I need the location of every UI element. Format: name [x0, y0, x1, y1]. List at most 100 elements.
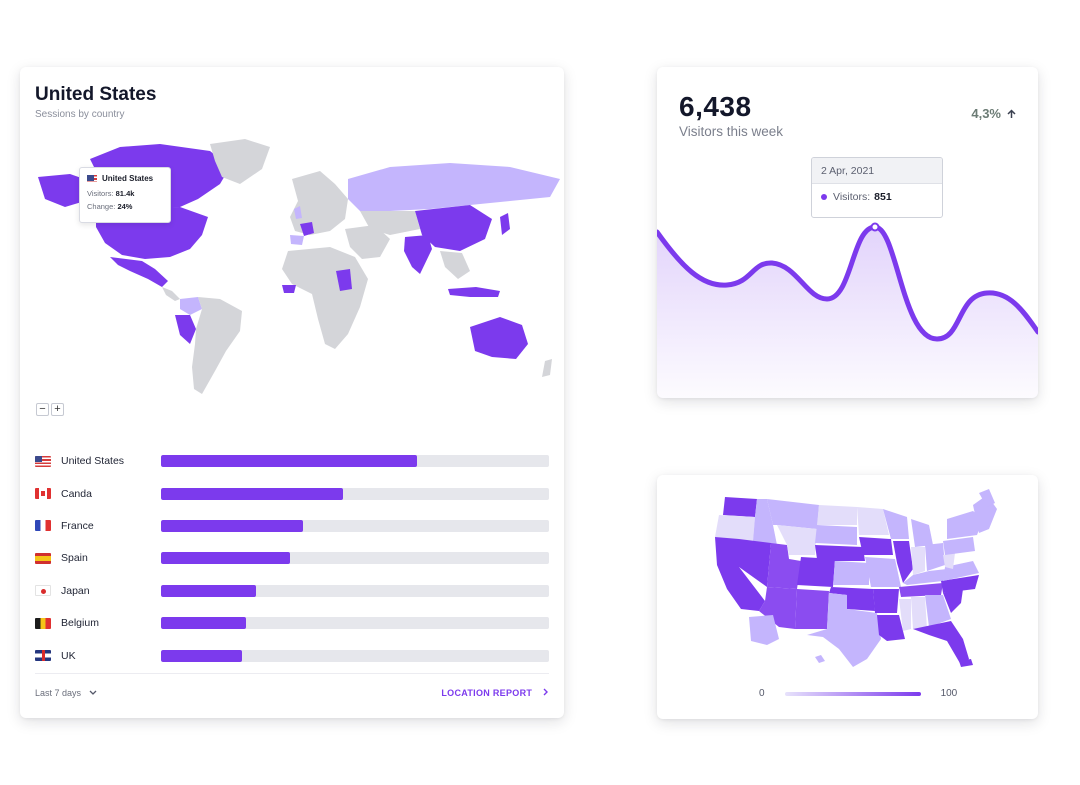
map-state-florida[interactable]: [913, 621, 969, 665]
map-region-colombia[interactable]: [180, 297, 202, 315]
map-region-france[interactable]: [300, 222, 314, 236]
session-bar-fill: [161, 584, 257, 597]
map-state-north-carolina[interactable]: [941, 575, 979, 593]
date-range-label: Last 7 days: [35, 688, 82, 698]
map-state-new-mexico[interactable]: [795, 589, 829, 629]
map-state-montana[interactable]: [767, 499, 819, 529]
legend-max: 100: [940, 688, 958, 699]
country-name: Canda: [61, 487, 92, 500]
map-state-kansas[interactable]: [833, 561, 869, 585]
map-state-wisconsin[interactable]: [883, 509, 909, 539]
map-region-south-america[interactable]: [192, 297, 242, 394]
map-state-maine[interactable]: [979, 489, 995, 507]
map-zoom-controls: − +: [36, 403, 64, 416]
map-legend: 0 100: [759, 688, 957, 699]
card-footer: Last 7 days LOCATION REPORT: [35, 673, 549, 698]
map-state-alaska[interactable]: [749, 615, 779, 645]
map-region-africa[interactable]: [282, 247, 368, 349]
map-state-georgia[interactable]: [925, 595, 951, 627]
country-row[interactable]: Belgium: [35, 607, 549, 639]
map-state-louisiana[interactable]: [877, 615, 905, 641]
map-region-russia[interactable]: [348, 163, 560, 211]
france-flag-icon: [35, 520, 51, 532]
map-state-new-york[interactable]: [947, 511, 983, 539]
card-subtitle: Sessions by country: [35, 109, 125, 120]
country-row[interactable]: United States: [35, 445, 549, 477]
country-row[interactable]: France: [35, 510, 549, 542]
country-name: Spain: [61, 552, 88, 565]
map-state-wyoming[interactable]: [777, 525, 817, 555]
legend-gradient: [784, 691, 921, 696]
map-state-alabama[interactable]: [911, 597, 927, 629]
map-state-arkansas[interactable]: [873, 589, 899, 613]
map-region-southeast-asia[interactable]: [440, 251, 470, 279]
map-region-sudan[interactable]: [336, 269, 352, 291]
map-state-oregon[interactable]: [715, 515, 755, 541]
map-territory-puerto-rico[interactable]: [959, 659, 973, 667]
map-region-china[interactable]: [415, 205, 492, 251]
zoom-in-button[interactable]: +: [51, 403, 64, 416]
sessions-by-country-card: United States Sessions by country: [20, 67, 564, 718]
country-row[interactable]: Japan: [35, 575, 549, 607]
country-row[interactable]: Spain: [35, 542, 549, 574]
session-bar-fill: [161, 487, 344, 500]
map-state-iowa[interactable]: [859, 537, 893, 555]
map-state-indiana[interactable]: [911, 547, 925, 575]
world-map[interactable]: [30, 139, 564, 409]
map-region-middle-east[interactable]: [345, 225, 390, 259]
map-state-hawaii[interactable]: [815, 655, 825, 663]
map-region-mexico[interactable]: [110, 257, 168, 287]
map-state-illinois[interactable]: [893, 541, 913, 583]
date-range-dropdown[interactable]: Last 7 days: [35, 688, 97, 698]
map-region-australia[interactable]: [470, 317, 528, 359]
zoom-out-button[interactable]: −: [36, 403, 49, 416]
map-region-india[interactable]: [404, 235, 432, 274]
country-row[interactable]: Canda: [35, 477, 549, 509]
map-region-spain[interactable]: [290, 235, 304, 245]
map-state-utah[interactable]: [767, 543, 801, 589]
map-region-indonesia[interactable]: [448, 287, 500, 297]
map-state-tennessee[interactable]: [899, 583, 943, 597]
us-states-map[interactable]: [707, 489, 997, 685]
card-title: United States: [35, 84, 157, 105]
map-state-washington[interactable]: [723, 497, 757, 517]
arrow-up-icon: [1007, 108, 1016, 118]
map-state-west-virginia[interactable]: [943, 553, 955, 569]
us-states-map-card: 0 100: [657, 475, 1038, 719]
map-region-europe[interactable]: [290, 171, 348, 235]
map-state-idaho[interactable]: [753, 499, 777, 545]
map-region-new-zealand[interactable]: [542, 359, 552, 377]
visitors-line-chart[interactable]: [657, 67, 1038, 398]
map-state-pennsylvania[interactable]: [943, 537, 975, 555]
map-region-uk[interactable]: [294, 206, 302, 219]
map-region-central-asia[interactable]: [360, 211, 420, 235]
map-region-japan[interactable]: [500, 213, 510, 235]
map-region-peru[interactable]: [175, 315, 196, 344]
map-state-nebraska[interactable]: [815, 545, 865, 561]
map-state-missouri[interactable]: [865, 557, 901, 587]
map-state-nevada[interactable]: [739, 539, 771, 587]
map-state-south-dakota[interactable]: [815, 525, 857, 545]
map-region-central-america[interactable]: [162, 287, 180, 301]
series-dot-icon: [821, 194, 827, 200]
map-state-south-carolina[interactable]: [943, 589, 963, 613]
map-region-alaska[interactable]: [38, 174, 90, 207]
session-bar-track: [161, 487, 549, 500]
map-state-michigan[interactable]: [911, 519, 933, 547]
map-state-oklahoma[interactable]: [829, 587, 875, 611]
map-region-greenland[interactable]: [210, 139, 270, 184]
map-state-california[interactable]: [715, 537, 765, 611]
map-state-mississippi[interactable]: [899, 599, 911, 631]
location-report-link[interactable]: LOCATION REPORT: [441, 688, 549, 698]
map-state-ohio[interactable]: [925, 543, 945, 571]
chevron-down-icon: [89, 690, 97, 695]
map-state-north-dakota[interactable]: [817, 505, 857, 525]
map-region-west-africa[interactable]: [282, 285, 296, 293]
tooltip-change-value: 24%: [117, 202, 133, 211]
map-state-texas[interactable]: [807, 593, 881, 667]
map-state-colorado[interactable]: [797, 557, 835, 587]
hover-point[interactable]: [870, 222, 880, 232]
country-row[interactable]: UK: [35, 639, 549, 671]
map-state-kentucky[interactable]: [903, 569, 947, 585]
map-state-minnesota[interactable]: [857, 507, 889, 535]
